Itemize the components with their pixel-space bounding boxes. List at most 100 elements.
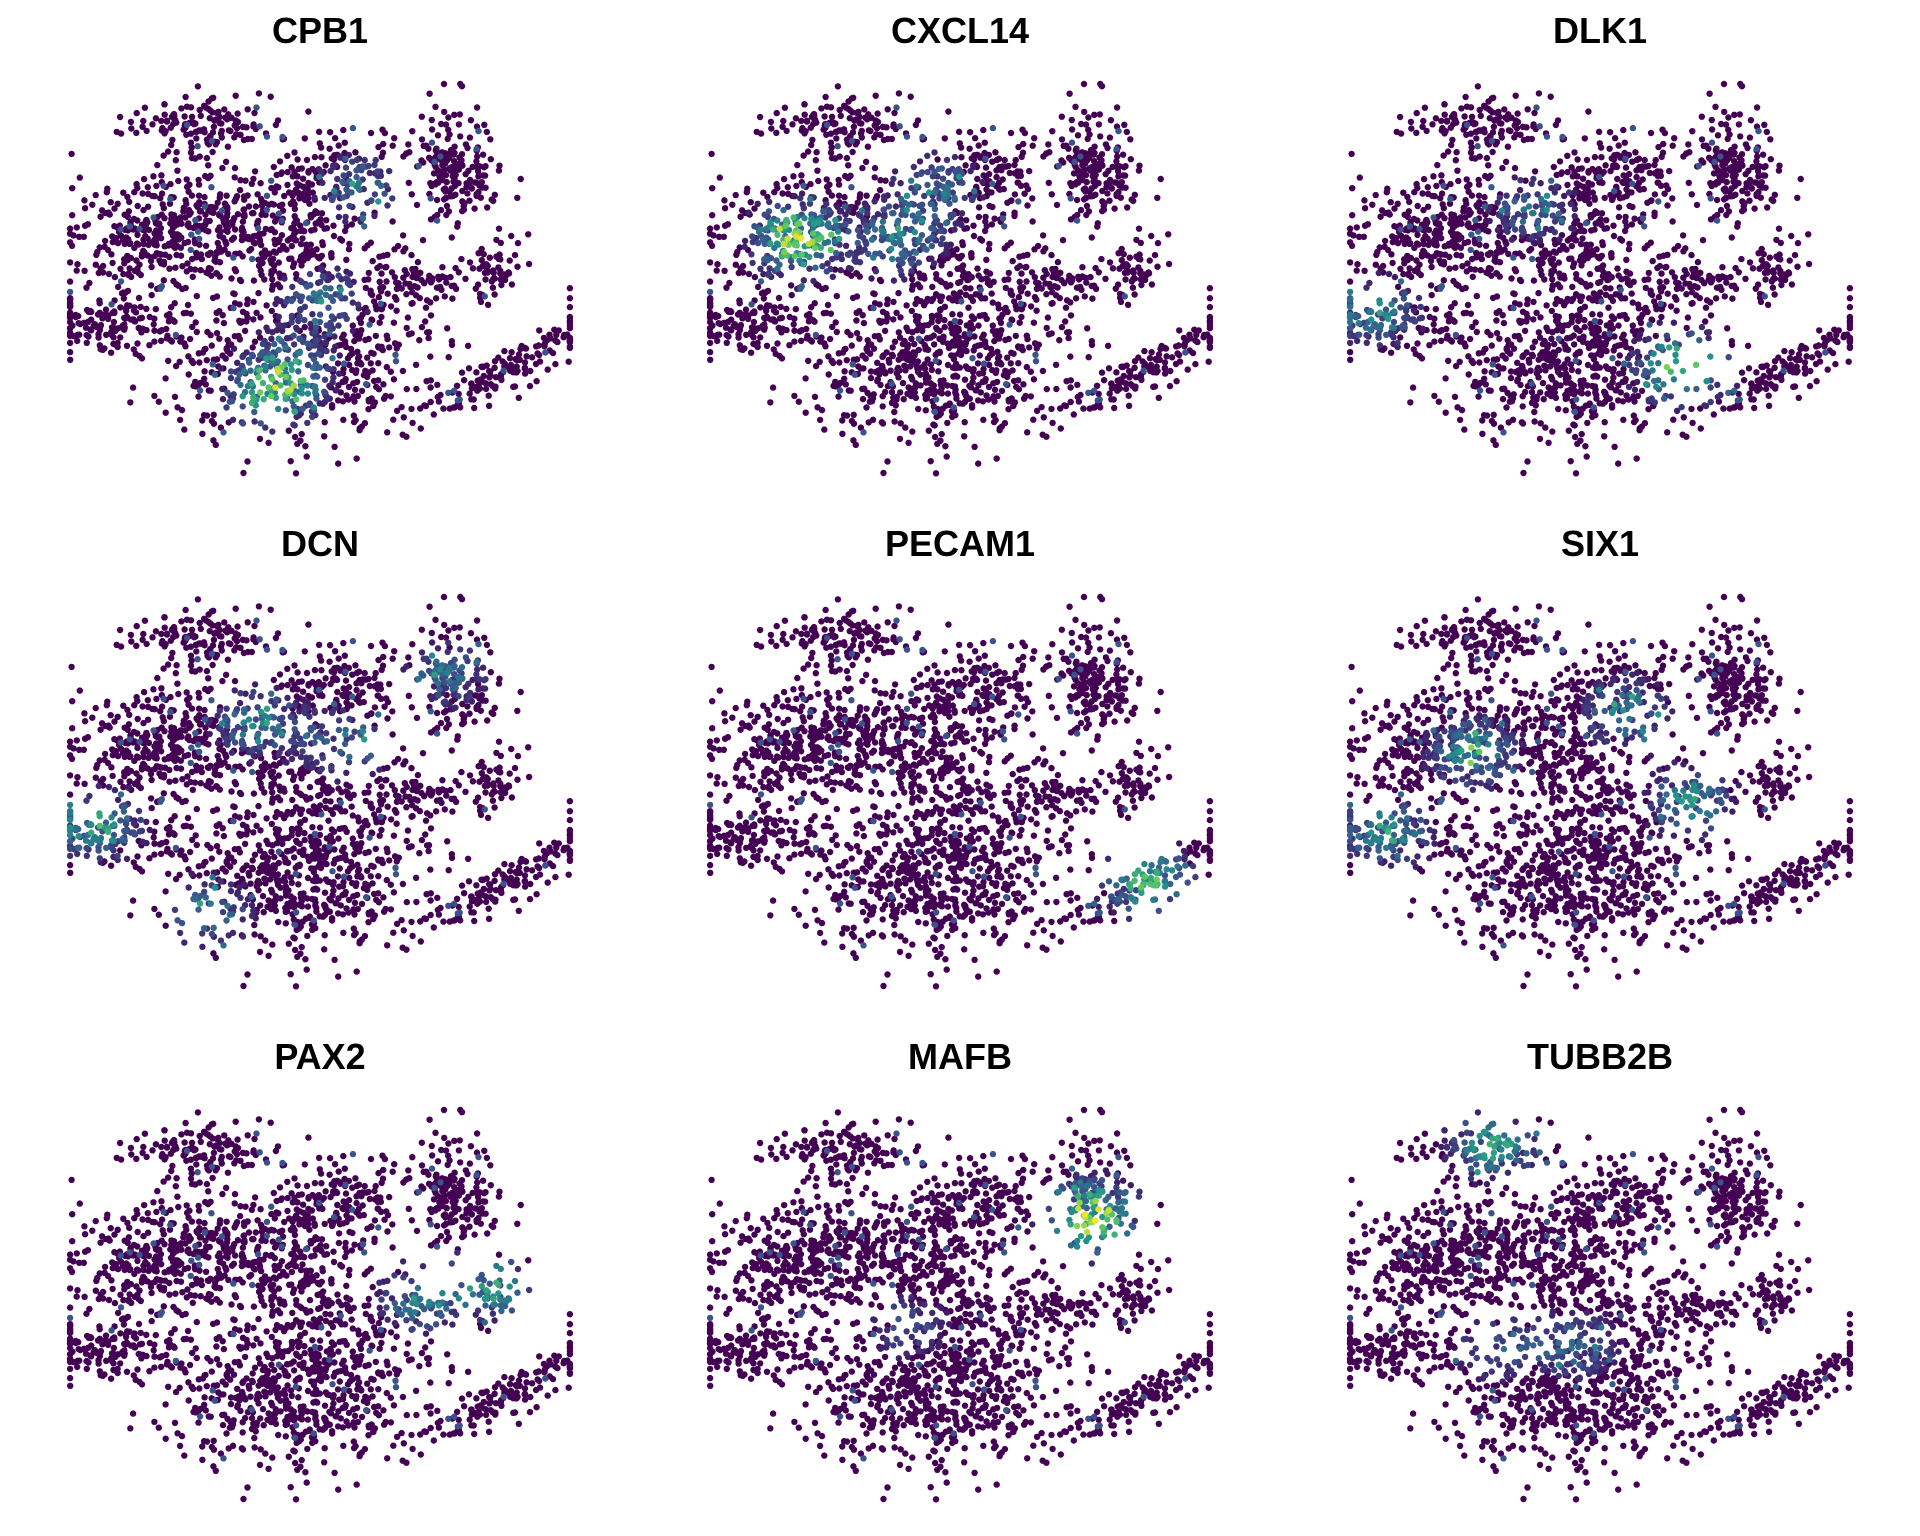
cell-point [869,221,876,228]
cell-point [1776,162,1783,169]
cell-point [298,384,305,392]
cell-point [445,114,452,121]
cell-point [491,191,498,198]
cell-point [156,328,164,335]
cell-point [958,210,966,217]
cell-point [1524,458,1531,465]
cell-point [1753,158,1760,165]
cell-point [240,206,247,213]
cell-point [188,192,196,199]
cell-point [233,119,240,127]
cell-point [487,136,494,143]
cell-point [1567,458,1574,465]
cell-point [1001,276,1008,283]
cell-point [781,104,789,111]
cell-point [780,206,787,214]
cell-point [937,410,944,417]
cell-point [263,206,270,214]
cell-point [301,228,308,235]
cell-point [160,205,167,212]
cell-point [1012,156,1019,164]
cell-point [201,368,208,375]
cell-point [386,167,393,175]
cell-point [716,174,723,181]
cell-point [859,395,867,403]
cell-point [1132,374,1140,381]
cell-point [1010,377,1018,385]
cell-point [390,319,398,326]
cell-point [1700,142,1707,149]
cell-point [938,293,946,300]
cell-point [1127,136,1134,143]
cell-point [1474,83,1482,90]
cell-point [1739,198,1746,205]
cell-point [169,136,176,144]
cell-point [1716,173,1723,180]
cell-point [1007,129,1015,137]
cell-point [263,302,270,309]
cell-point [737,213,744,220]
cell-point [147,282,155,289]
cell-point [1734,223,1741,230]
cell-point [1003,381,1010,388]
cell-point [513,355,521,363]
cell-point [1201,331,1208,339]
cell-point [1066,272,1073,279]
cell-point [915,335,923,342]
cell-point [850,123,858,130]
cell-point [991,337,998,345]
cell-point [1014,168,1021,175]
cell-point [946,270,954,278]
cell-point [409,273,416,281]
cell-point [401,267,408,274]
cell-point [262,424,269,431]
cell-point [66,225,74,232]
cell-point [989,322,996,329]
cell-point [1024,429,1031,436]
cell-point [959,179,966,187]
cell-point [173,149,180,156]
cell-point [1775,255,1782,263]
cell-point [267,93,274,100]
cell-point [391,340,399,347]
cell-point [1104,190,1111,197]
cell-point [288,200,295,208]
cell-point [250,175,257,183]
cell-point [441,166,448,173]
cell-point [921,275,928,282]
cell-point [525,260,533,268]
cell-point [1728,234,1735,241]
cell-point [1356,174,1363,181]
cell-point [1031,274,1038,281]
cell-point [972,343,979,350]
cell-point [289,283,296,291]
cell-point [1805,231,1812,238]
cell-point [143,127,150,135]
cell-point [776,225,783,233]
cell-point [259,379,267,387]
cell-point [989,327,997,335]
cell-point [856,232,863,239]
cell-point [551,326,558,333]
cell-point [974,265,981,272]
cell-point [1067,398,1074,406]
cell-point [351,398,358,405]
cell-point [723,284,730,291]
cell-point [346,240,353,248]
cell-point [1743,183,1750,191]
cell-point [184,238,192,246]
cell-point [881,213,888,220]
cell-point [182,343,189,350]
cell-point [971,333,978,340]
cell-point [877,131,884,138]
cell-point [980,172,987,179]
cell-point [284,335,291,342]
cell-point [158,190,166,197]
cell-point [835,192,843,199]
cell-point [934,349,941,356]
cell-point [483,261,490,268]
cell-point [150,173,157,180]
cell-point [1026,167,1033,175]
cell-point [879,353,886,360]
cell-point [433,284,441,291]
